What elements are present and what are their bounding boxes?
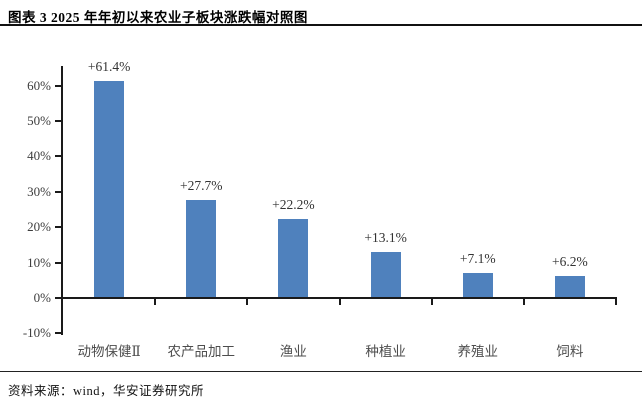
y-axis-label: 30% bbox=[27, 183, 51, 199]
category-label: 种植业 bbox=[365, 344, 406, 359]
y-axis-label: 20% bbox=[27, 219, 51, 235]
source-note: 资料来源：wind，华安证券研究所 bbox=[8, 384, 205, 398]
x-axis-tick bbox=[246, 299, 249, 305]
x-axis-tick bbox=[615, 299, 617, 305]
bar-value-label: +13.1% bbox=[364, 229, 407, 245]
y-axis-tick bbox=[55, 226, 61, 229]
y-axis-label: 50% bbox=[27, 113, 51, 129]
bar bbox=[554, 276, 585, 297]
y-axis-label: 40% bbox=[27, 148, 51, 164]
bar bbox=[186, 199, 217, 297]
category-label: 养殖业 bbox=[457, 344, 499, 359]
x-axis-tick bbox=[154, 299, 157, 305]
x-axis-line bbox=[61, 297, 617, 299]
bar-value-label: +22.2% bbox=[272, 197, 315, 213]
y-axis-label: 0% bbox=[33, 290, 51, 305]
y-axis-label: -10% bbox=[22, 325, 51, 341]
bar-value-label: +27.7% bbox=[180, 177, 223, 193]
x-axis-tick bbox=[522, 299, 525, 305]
y-axis-label: 10% bbox=[27, 254, 51, 270]
footer-divider bbox=[0, 371, 642, 372]
y-axis-label: 60% bbox=[27, 77, 51, 93]
y-axis-line bbox=[61, 66, 63, 336]
y-axis-tick bbox=[55, 332, 61, 335]
bar-value-label: +6.2% bbox=[552, 254, 588, 270]
x-axis-tick bbox=[338, 299, 341, 305]
bar bbox=[94, 80, 125, 297]
category-label: 动物保健Ⅱ bbox=[77, 344, 141, 359]
category-label: 农产品加工 bbox=[167, 344, 236, 359]
y-axis-tick bbox=[55, 84, 61, 87]
y-axis-tick bbox=[55, 155, 61, 158]
bar-value-label: +7.1% bbox=[459, 250, 496, 266]
bar bbox=[278, 219, 309, 297]
bar bbox=[462, 272, 493, 297]
y-axis-tick bbox=[55, 261, 61, 264]
y-axis-tick bbox=[55, 190, 61, 193]
figure-title: 图表 3 2025 年年初以来农业子板块涨跌幅对照图 bbox=[8, 10, 308, 25]
y-axis-tick bbox=[55, 120, 61, 123]
y-axis-tick bbox=[55, 297, 61, 299]
category-label: 饲料 bbox=[556, 344, 584, 359]
category-label: 渔业 bbox=[279, 344, 307, 359]
bar-chart: -10% 0% 10% 20% 30% 40% 50% 60% +61.4% 动物保健Ⅱ +27.7… bbox=[0, 26, 642, 366]
title-divider bbox=[0, 24, 642, 26]
bar-value-label: +61.4% bbox=[87, 58, 131, 74]
x-axis-tick bbox=[430, 299, 433, 305]
bar bbox=[370, 251, 401, 297]
